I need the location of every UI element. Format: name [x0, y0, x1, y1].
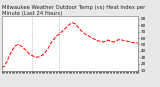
Text: Milwaukee Weather Outdoor Temp (vs) Heat Index per Minute (Last 24 Hours): Milwaukee Weather Outdoor Temp (vs) Heat…	[2, 5, 145, 16]
